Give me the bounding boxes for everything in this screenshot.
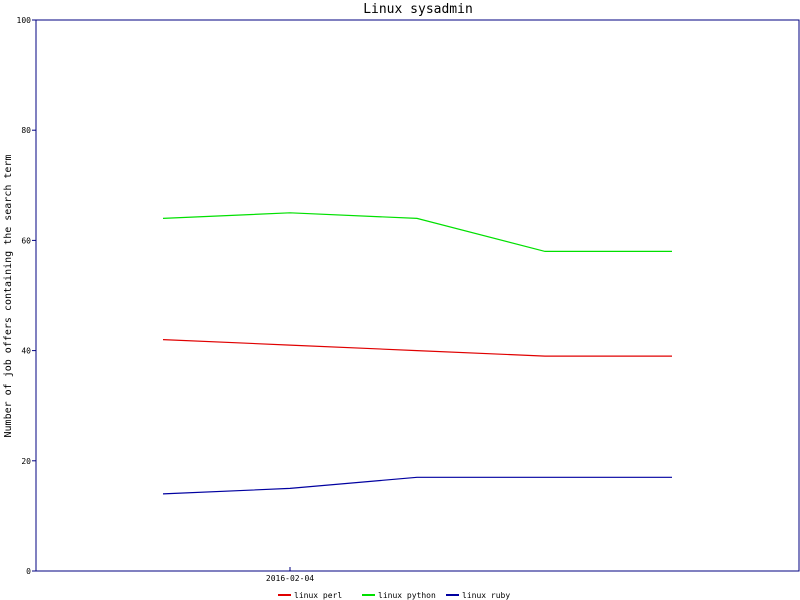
y-tick-label: 40 [21, 347, 31, 356]
y-tick-label: 100 [17, 16, 32, 25]
y-tick-label: 20 [21, 457, 31, 466]
series-line-linux-perl [162, 339, 672, 357]
y-axis-label: Number of job offers containing the sear… [3, 155, 14, 438]
x-axis-ticks: 2016-02-04 [266, 567, 314, 583]
y-tick-label: 60 [21, 236, 31, 245]
chart-title: Linux sysadmin [363, 2, 473, 17]
legend-label-linux-python: linux python [378, 591, 436, 600]
y-tick-label: 0 [26, 567, 31, 576]
legend-label-linux-ruby: linux ruby [462, 591, 510, 600]
x-tick-label: 2016-02-04 [266, 574, 314, 583]
plot-area-frame [35, 19, 800, 572]
series-line-linux-python [162, 212, 672, 252]
series-lines [162, 212, 672, 495]
legend-label-linux-perl: linux perl [294, 591, 342, 600]
legend: linux perl linux python linux ruby [278, 591, 510, 600]
series-line-linux-ruby [162, 476, 672, 495]
y-tick-label: 80 [21, 126, 31, 135]
y-axis-ticks: 0 20 40 60 80 100 [17, 16, 36, 576]
